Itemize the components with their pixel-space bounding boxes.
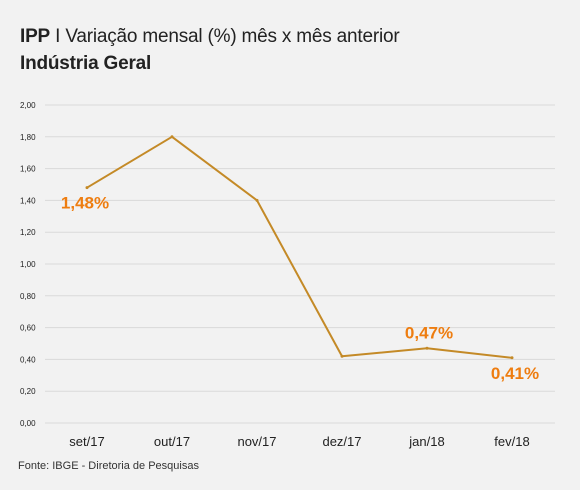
y-tick-label: 2,00 <box>20 101 36 110</box>
y-axis: 0,00 0,20 0,40 0,60 0,80 1,00 1,20 1,40 1,60 1,80… <box>20 101 36 428</box>
y-tick-label: 1,40 <box>20 196 36 205</box>
y-tick-label: 0,80 <box>20 292 36 301</box>
data-point <box>170 135 174 139</box>
x-axis: set/17 out/17 nov/17 dez/17 jan/18 fev/18 <box>69 434 529 449</box>
title-description: Variação mensal (%) mês x mês anterior <box>65 26 400 47</box>
data-label: 0,41% <box>491 364 539 383</box>
data-point <box>425 346 429 350</box>
data-point <box>340 354 344 358</box>
y-tick-label: 0,20 <box>20 387 36 396</box>
y-tick-label: 1,60 <box>20 165 36 174</box>
chart-title: IPP I Variação mensal (%) mês x mês ante… <box>20 25 400 49</box>
title-separator: I <box>55 26 61 47</box>
chart-subtitle: Indústria Geral <box>20 53 152 74</box>
series-group <box>85 135 514 360</box>
x-tick-label: fev/18 <box>494 434 529 449</box>
data-point <box>85 186 89 190</box>
y-tick-label: 1,00 <box>20 260 36 269</box>
x-tick-label: jan/18 <box>408 434 444 449</box>
x-tick-label: set/17 <box>69 434 104 449</box>
y-tick-label: 1,80 <box>20 133 36 142</box>
data-point <box>255 198 259 202</box>
y-tick-label: 1,20 <box>20 228 36 237</box>
data-point <box>510 356 514 360</box>
y-tick-label: 0,40 <box>20 355 36 364</box>
x-tick-label: nov/17 <box>237 434 276 449</box>
data-label: 0,47% <box>405 323 453 342</box>
data-labels: 1,48% 0,47% 0,41% <box>61 194 539 383</box>
y-tick-label: 0,60 <box>20 324 36 333</box>
series-line <box>86 135 513 359</box>
data-label: 1,48% <box>61 194 109 213</box>
x-tick-label: dez/17 <box>322 434 361 449</box>
gridlines <box>45 104 555 424</box>
title-indicator: IPP <box>20 26 51 47</box>
y-tick-label: 0,00 <box>20 419 36 428</box>
source-note: Fonte: IBGE - Diretoria de Pesquisas <box>18 460 199 472</box>
x-tick-label: out/17 <box>154 434 190 449</box>
